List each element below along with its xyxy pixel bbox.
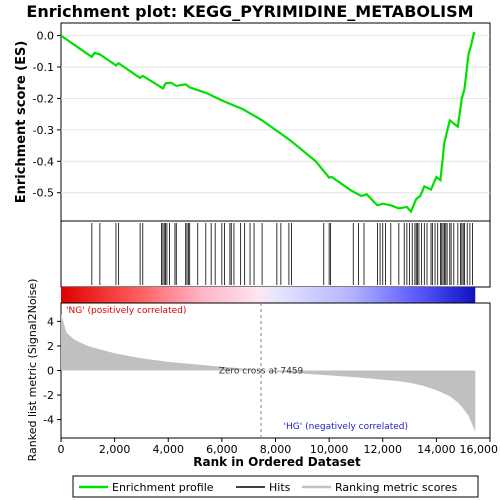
negative-correlation-label: 'HG' (negatively correlated) [284, 422, 408, 432]
ranking-color-bar [61, 287, 476, 303]
x-tick-label: 6,000 [206, 443, 238, 456]
hits-panel [60, 220, 491, 288]
metric-tick-label: 0 [47, 365, 54, 378]
legend-frame [72, 475, 479, 498]
es-axis-label: Enrichment score (ES) [14, 41, 29, 204]
x-tick-label: 0 [58, 443, 65, 456]
metric-tick-label: 2 [47, 340, 54, 353]
x-tick-label: 14,000 [417, 443, 456, 456]
x-axis-label: Rank in Ordered Dataset [193, 455, 361, 469]
hits-panel-frame [60, 220, 491, 288]
es-tick-label: -0.3 [33, 124, 54, 137]
es-tick-label: -0.2 [33, 92, 54, 105]
es-tick-label: -0.5 [33, 187, 54, 200]
metric-tick-label: -4 [43, 414, 54, 427]
es-tick-label: -0.1 [33, 61, 54, 74]
legend-label-enrichment: Enrichment profile [112, 481, 214, 494]
x-tick-label: 10,000 [310, 443, 349, 456]
es-panel-frame [60, 22, 491, 222]
enrichment-score-panel: 0.0 -0.1 -0.2 -0.3 -0.4 -0.5 Enrichment score… [14, 22, 491, 222]
es-tick-label: 0.0 [37, 30, 55, 43]
x-tick-label: 8,000 [260, 443, 292, 456]
es-tick-label: -0.4 [33, 155, 54, 168]
metric-tick-label: -2 [43, 389, 54, 402]
positive-correlation-label: 'NG' (positively correlated) [66, 306, 186, 316]
legend: Enrichment profile Hits Ranking metric s… [72, 475, 479, 498]
legend-label-metric: Ranking metric scores [335, 481, 457, 494]
ranking-metric-area [61, 314, 476, 432]
metric-tick-label: 4 [47, 315, 54, 328]
x-tick-label: 4,000 [153, 443, 185, 456]
zero-cross-label: Zero cross at 7459 [219, 367, 304, 377]
x-tick-label: 12,000 [364, 443, 403, 456]
x-tick-label: 2,000 [99, 443, 131, 456]
legend-label-hits: Hits [269, 481, 291, 494]
chart-title: Enrichment plot: KEGG_PYRIMIDINE_METABOL… [26, 2, 473, 21]
metric-axis-label: Ranked list metric (Signal2Noise) [26, 279, 39, 462]
enrichment-profile-line [60, 31, 476, 214]
x-tick-label: 16,000 [460, 443, 499, 456]
ranked-metric-panel: Zero cross at 7459 'NG' (positively corr… [26, 279, 491, 462]
